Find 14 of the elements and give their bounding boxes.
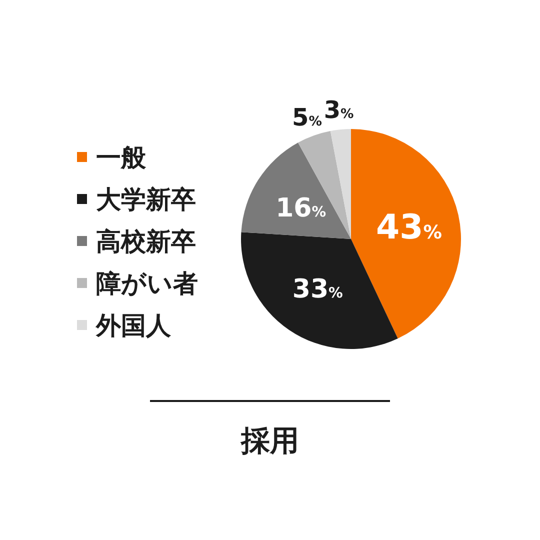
- pie-slice: [330, 129, 351, 239]
- legend-label: 一般: [96, 143, 147, 172]
- text: 採用: [240, 423, 299, 458]
- pie-slice: [351, 129, 461, 339]
- data-label: 5%: [292, 103, 322, 132]
- legend-label: 高校新卒: [96, 227, 196, 256]
- data-label: 3%: [324, 96, 354, 124]
- legend-label: 大学新卒: [96, 185, 196, 214]
- legend-label: 障がい者: [96, 269, 198, 298]
- data-label: 33%: [292, 274, 343, 304]
- legend-label: 外国人: [95, 311, 172, 340]
- data-label: 43%: [376, 207, 442, 248]
- pie-slice: [241, 142, 351, 239]
- data-label: 16%: [276, 194, 326, 224]
